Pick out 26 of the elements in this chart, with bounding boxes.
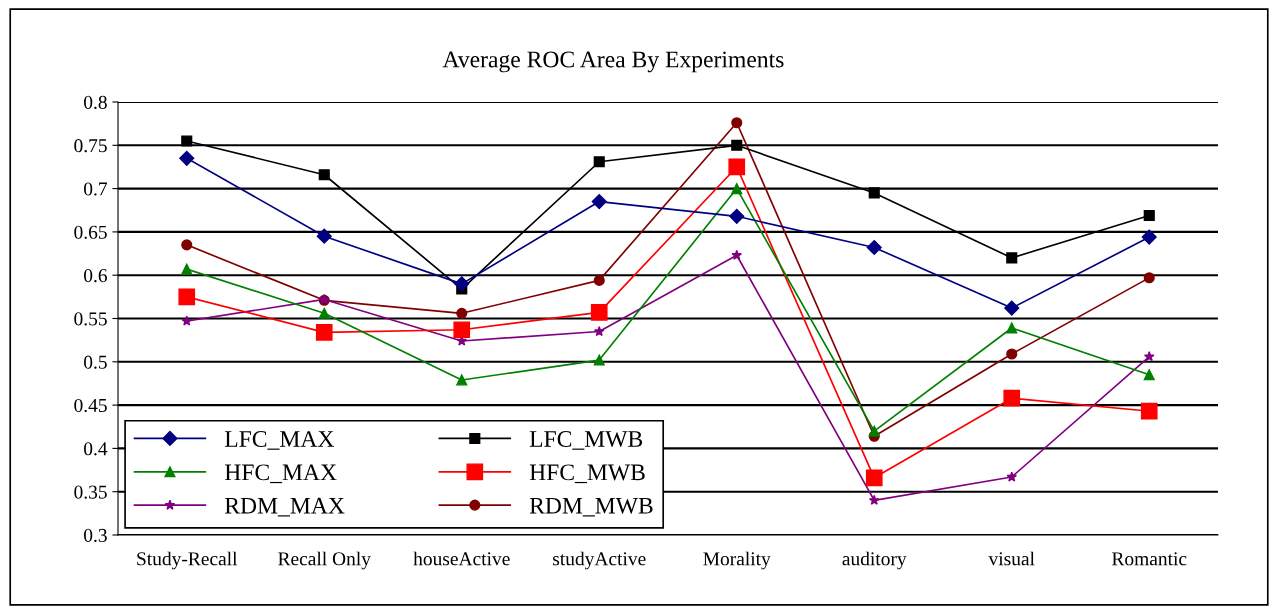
y-tick-label: 0.55 (74, 312, 107, 326)
x-tick-label: Morality (703, 551, 771, 570)
legend-label: RDM_MAX (224, 497, 345, 517)
y-tick-label: 0.4 (84, 442, 108, 456)
x-tick-label: Study-Recall (137, 551, 238, 570)
x-tick-label: auditory (842, 551, 907, 570)
legend-label: HFC_MAX (224, 464, 337, 484)
y-tick-label: 0.35 (74, 485, 107, 499)
legend-label: LFC_MAX (224, 431, 335, 450)
x-tick-label: Romantic (1112, 552, 1187, 566)
y-tick-label: 0.7 (84, 182, 108, 196)
y-tick-label: 0.75 (74, 139, 107, 153)
legend-label: RDM_MWB (529, 497, 653, 517)
chart-title: Average ROC Area By Experiments (442, 51, 784, 73)
y-tick-label: 0.3 (84, 528, 107, 543)
y-tick-label: 0.65 (74, 225, 107, 239)
x-tick-label: studyActive (553, 551, 646, 570)
x-tick-label: Recall Only (278, 551, 371, 570)
legend-label: HFC_MWB (529, 464, 645, 484)
x-tick-label: visual (988, 551, 1035, 566)
y-tick-label: 0.45 (74, 398, 107, 413)
legend-label: LFC_MWB (529, 431, 643, 450)
y-tick-label: 0.6 (84, 269, 107, 283)
x-tick-label: houseActive (413, 551, 510, 566)
y-tick-label: 0.5 (84, 355, 107, 369)
y-tick-label: 0.8 (84, 95, 107, 110)
